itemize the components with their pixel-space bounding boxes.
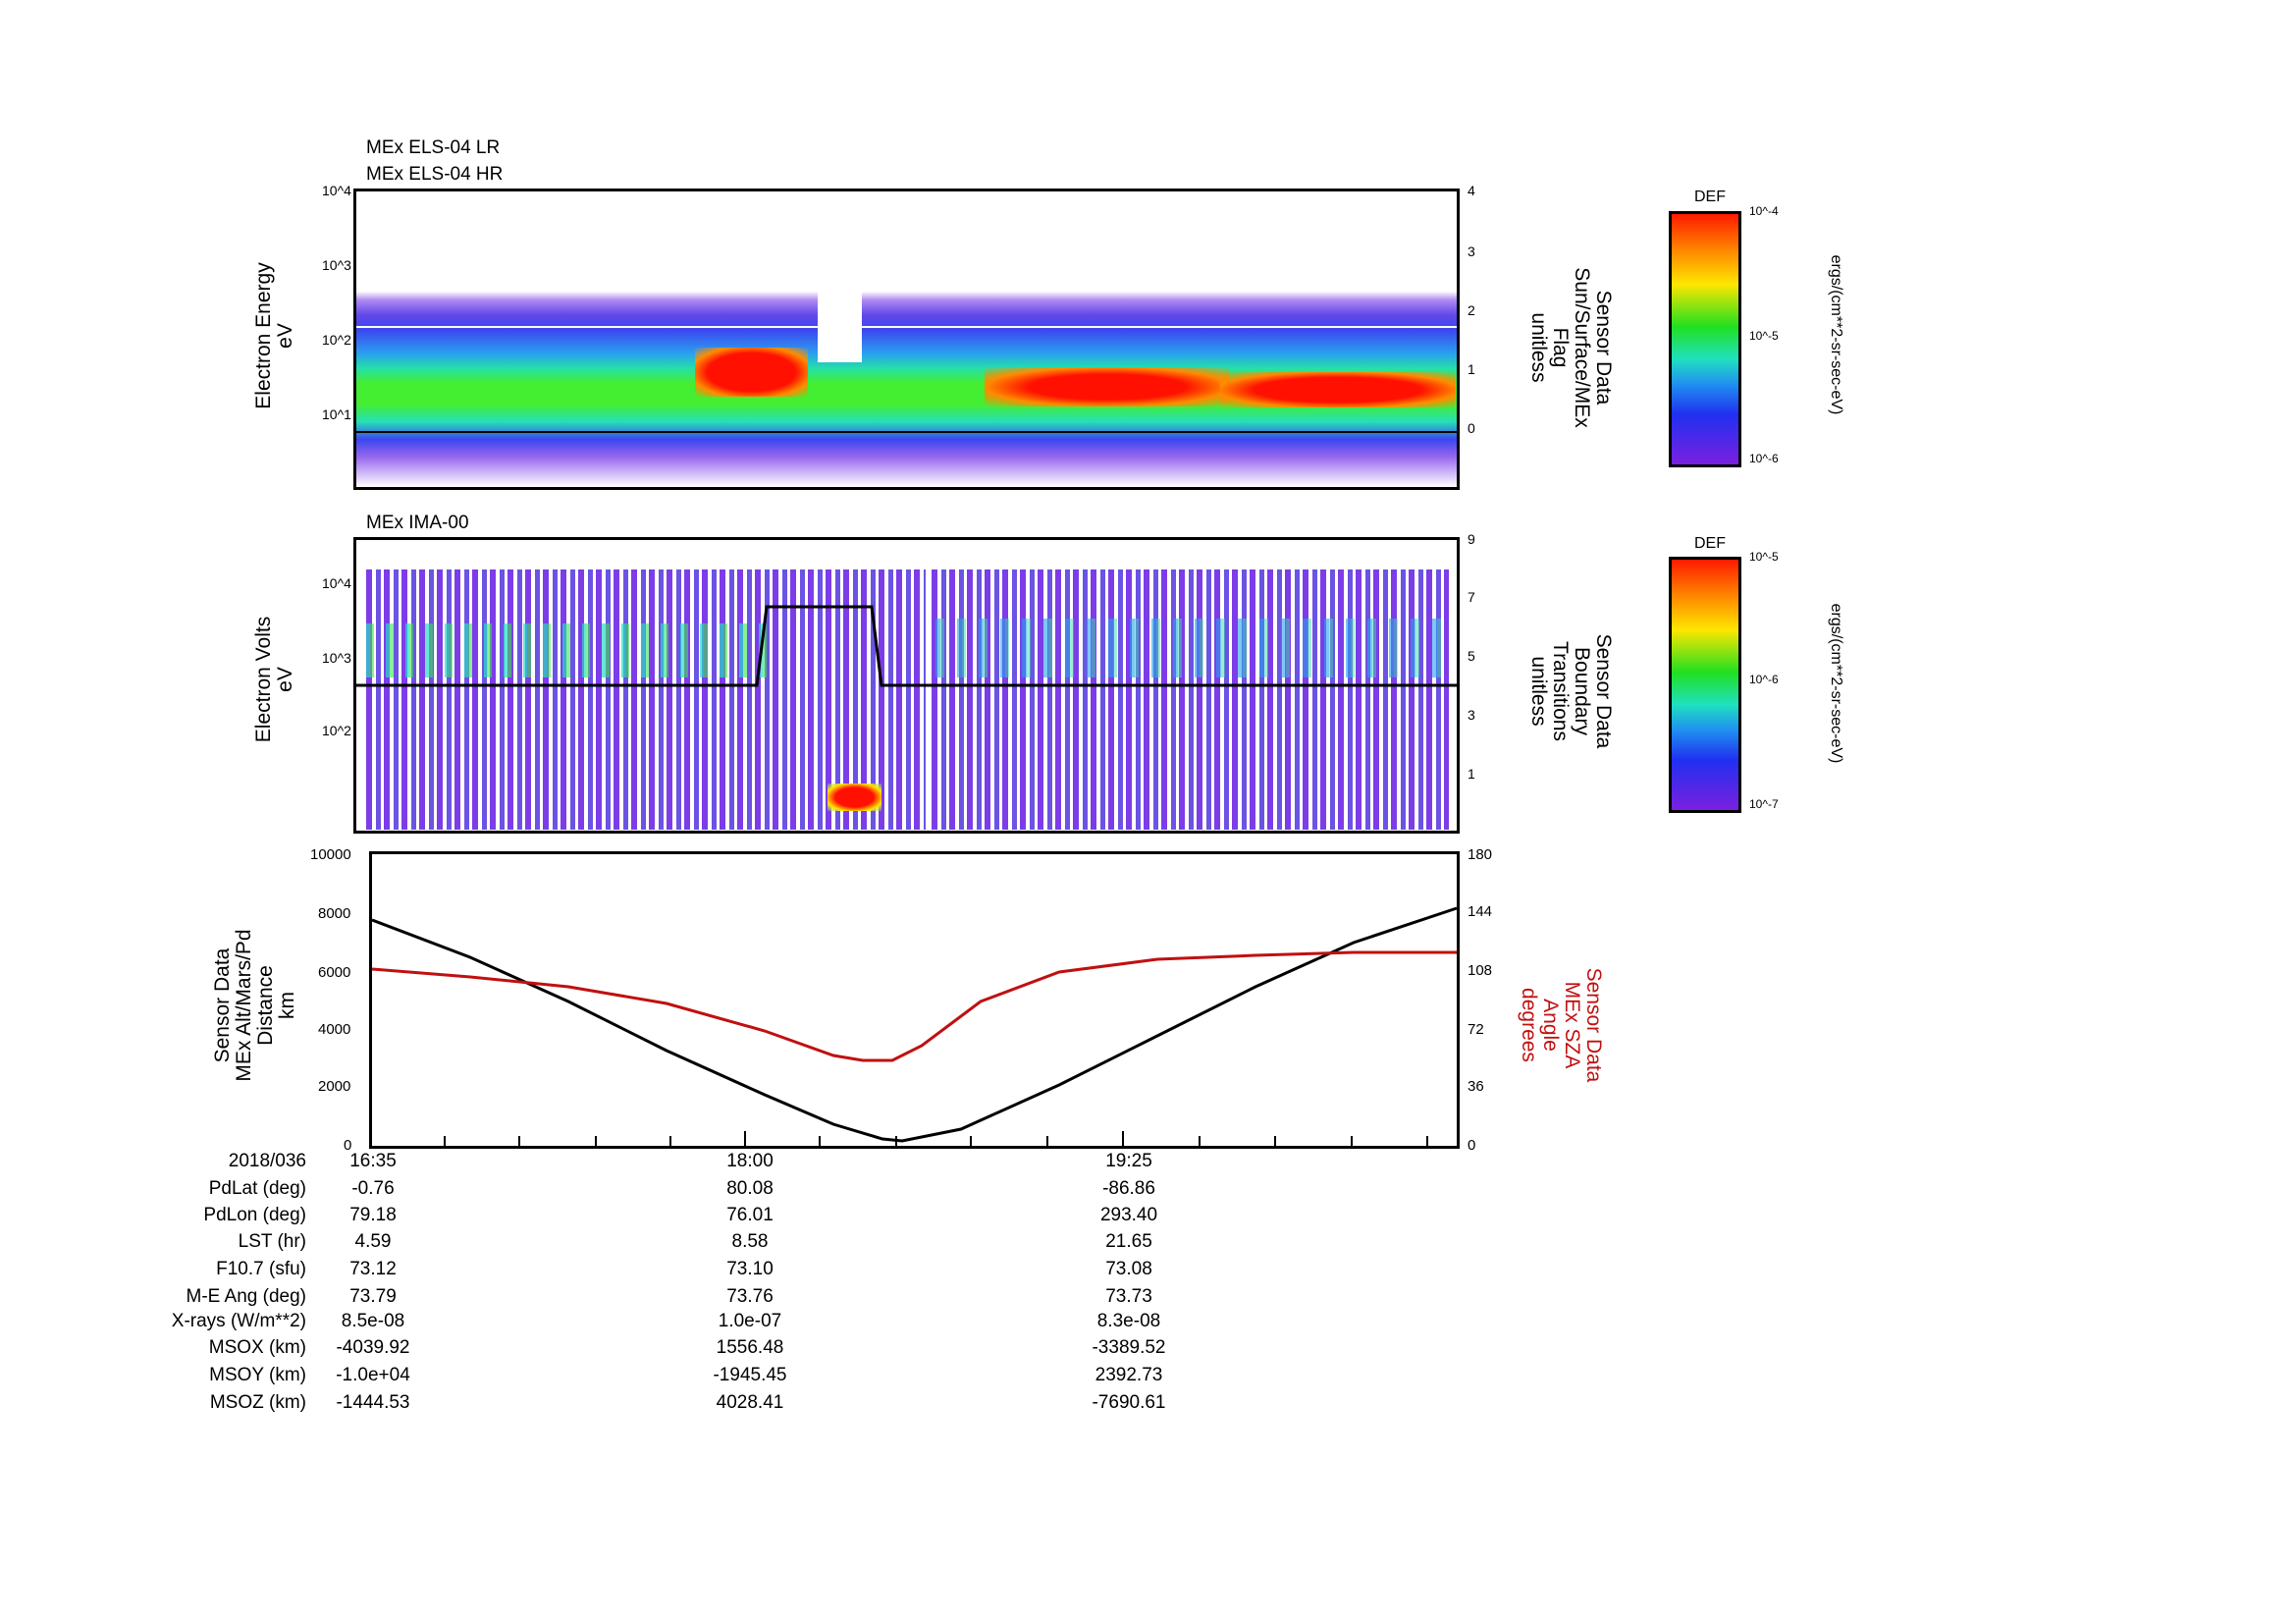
els-title-lr: MEx ELS-04 LR [366,137,501,158]
sza-ytick-72: 72 [1468,1021,1484,1038]
ima-y2tick-1: 1 [1468,766,1475,782]
els-hot-patch-1 [695,348,808,397]
els-flag-line-zero [356,431,1457,433]
ima-colorbar-top: 10^-5 [1749,550,1779,564]
els-y2tick-2: 2 [1468,302,1475,318]
ephemeris-time-3: 19:25 [1105,1151,1152,1171]
els-hot-patch-3 [1220,372,1456,407]
ima-title: MEx IMA-00 [366,513,469,533]
els-y2tick-4: 4 [1468,183,1475,198]
els-flag-line-high [356,326,1457,328]
ima-y2tick-7: 7 [1468,589,1475,605]
alt-ytick-8000: 8000 [318,905,351,922]
els-title-hr: MEx ELS-04 HR [366,164,504,185]
ima-frame [353,537,1460,834]
els-hot-patch-2 [985,367,1230,406]
ima-left-axis-label: Electron Volts eV [252,616,296,743]
els-colorbar-title: DEF [1694,189,1726,205]
els-ytick-1e4: 10^4 [322,183,351,198]
els-colorbar-mid: 10^-5 [1749,329,1779,343]
els-y2tick-3: 3 [1468,243,1475,259]
ima-colorbar-title: DEF [1694,535,1726,552]
sza-line [371,950,1457,1062]
ima-colorbar-bottom: 10^-7 [1749,797,1779,811]
ima-data-gap [926,569,932,830]
ima-colorbar-units: ergs/(cm**2-sr-sec-eV) [1828,603,1844,764]
alt-ytick-10000: 10000 [310,846,351,863]
els-ytick-1e2: 10^2 [322,332,351,348]
els-colorbar-bottom: 10^-6 [1749,452,1779,465]
els-colorbar-units: ergs/(cm**2-sr-sec-eV) [1828,254,1844,415]
alt-frame [369,851,1460,1149]
alt-ytick-4000: 4000 [318,1021,351,1038]
ima-streaks-left [366,623,778,677]
sza-ytick-180: 180 [1468,846,1493,863]
sza-ytick-144: 144 [1468,903,1493,920]
alt-sza-plot [371,906,1458,1146]
ima-colorbar-mid: 10^-6 [1749,673,1779,686]
ima-right-axis-label: Sensor Data Boundary Transitions unitles… [1527,633,1615,749]
els-spectrogram [356,190,1457,487]
els-colorbar-top: 10^-4 [1749,204,1779,218]
els-frame [353,189,1460,490]
altitude-line [371,906,1458,1143]
sza-ytick-108: 108 [1468,962,1493,979]
alt-ytick-6000: 6000 [318,964,351,981]
ima-hot-patch [828,784,881,811]
els-left-axis-label: Electron Energy eV [252,262,296,409]
ima-y2tick-9: 9 [1468,531,1475,547]
ima-y2tick-3: 3 [1468,707,1475,723]
ima-y2tick-5: 5 [1468,648,1475,664]
sza-ytick-0: 0 [1468,1137,1476,1154]
ima-streaks-right [935,619,1446,677]
els-y2tick-1: 1 [1468,361,1475,377]
els-data-gap [818,284,862,362]
ima-spectrogram [366,569,1449,830]
ima-boundary-line [356,605,1457,687]
ima-ytick-1e3: 10^3 [322,650,351,666]
els-ytick-1e1: 10^1 [322,406,351,422]
sza-right-axis-label: Sensor Data MEx SZA Angle degrees [1518,967,1605,1083]
ephemeris-date: 2018/036 [228,1151,306,1171]
ephemeris-time-2: 18:00 [726,1151,774,1171]
sza-ytick-36: 36 [1468,1078,1484,1095]
alt-ytick-2000: 2000 [318,1078,351,1095]
els-colorbar [1669,211,1741,467]
els-right-axis-label: Sensor Data Sun/Surface/MEx Flag unitles… [1527,267,1615,428]
ima-ytick-1e2: 10^2 [322,723,351,738]
ima-ytick-1e4: 10^4 [322,575,351,591]
els-y2tick-0: 0 [1468,420,1475,436]
els-ytick-1e3: 10^3 [322,257,351,273]
alt-left-axis-label: Sensor Data MEx Alt/Mars/Pd Distance km [211,929,298,1082]
alt-ytick-0: 0 [344,1137,352,1154]
ephemeris-time-1: 16:35 [349,1151,397,1171]
ima-colorbar [1669,557,1741,813]
